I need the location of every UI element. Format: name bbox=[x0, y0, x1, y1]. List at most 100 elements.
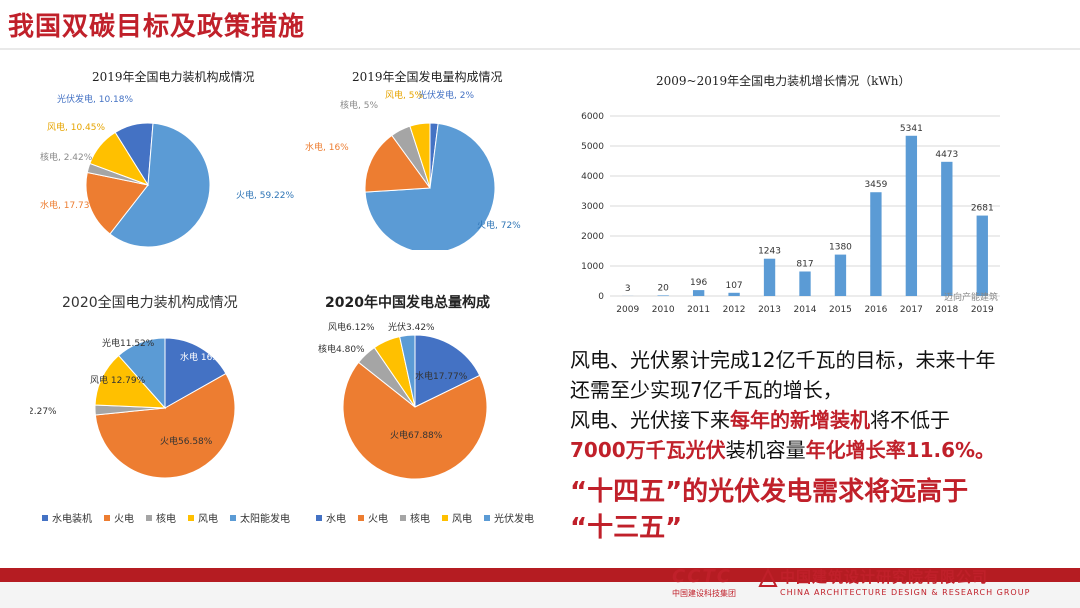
note-line-3c: 将不低于 bbox=[870, 408, 950, 432]
pie1-title: 2019年全国电力装机构成情况 bbox=[92, 70, 255, 84]
bar-chart-capacity-growth: 0 1000 2000 3000 4000 5000 6000 3 2009 20 2010 196 2… bbox=[581, 112, 1000, 315]
pie-slice-label: 光伏发电, 10.18% bbox=[57, 93, 133, 105]
pie-slice bbox=[414, 334, 481, 408]
pie-slice-label: 核电2.27% bbox=[30, 405, 57, 417]
legend-label: 核电 bbox=[156, 514, 176, 525]
x-tick-label: 2018 bbox=[935, 305, 958, 315]
legend-label: 火电 bbox=[368, 514, 388, 525]
pie-slice-label: 风电6.12% bbox=[328, 321, 375, 333]
x-tick-label: 2015 bbox=[829, 305, 852, 315]
x-tick-label: 2016 bbox=[864, 305, 887, 315]
bar bbox=[692, 290, 705, 296]
pie-slice-label: 光电11.52% bbox=[102, 337, 155, 349]
bar bbox=[976, 215, 988, 296]
pie-slice bbox=[409, 122, 431, 189]
bar-value-label: 1243 bbox=[758, 247, 781, 257]
legend-swatch bbox=[104, 514, 110, 521]
pie2-title: 2019年全国发电量构成情况 bbox=[352, 70, 503, 84]
legend-item: 火电 bbox=[358, 510, 388, 525]
bar-value-label: 3459 bbox=[864, 180, 887, 190]
bar bbox=[728, 292, 740, 296]
pie-slice bbox=[94, 372, 236, 479]
cctc-subtitle: 中国建设科技集团 bbox=[672, 589, 736, 598]
pie-slice bbox=[94, 354, 167, 409]
legend-label: 太阳能发电 bbox=[240, 514, 290, 525]
pie-slice bbox=[117, 337, 166, 410]
legend-item: 火电 bbox=[104, 510, 134, 525]
legend-swatch bbox=[316, 514, 322, 521]
legend-swatch bbox=[442, 514, 448, 521]
y-tick-label: 0 bbox=[598, 292, 604, 302]
pie-slice bbox=[399, 334, 416, 408]
pie-slice bbox=[85, 171, 149, 235]
note-line-4a: 7000万千瓦光伏 bbox=[570, 438, 726, 462]
note-line-3a: 风电、光伏接下来 bbox=[570, 408, 730, 432]
pie-slice bbox=[109, 122, 211, 248]
pie4-legend: 水电 火电 核电 风电 光伏发电 bbox=[316, 510, 534, 525]
pie-slice bbox=[342, 361, 488, 480]
legend-label: 风电 bbox=[452, 514, 472, 525]
y-tick-label: 2000 bbox=[581, 232, 604, 242]
bar-title: 2009~2019年全国电力装机增长情况（kWh） bbox=[656, 74, 911, 88]
x-tick-label: 2011 bbox=[687, 305, 710, 315]
bar-value-label: 1380 bbox=[829, 243, 852, 253]
bar bbox=[657, 295, 669, 296]
x-tick-label: 2013 bbox=[758, 305, 781, 315]
highlight-text: “十四五”的光伏发电需求将远高于 “十三五” bbox=[570, 474, 1070, 546]
y-tick-label: 6000 bbox=[581, 112, 604, 122]
pie3-legend: 水电装机 火电 核电 风电 太阳能发电 bbox=[42, 510, 290, 525]
legend-item: 水电 bbox=[316, 510, 346, 525]
bar-value-label: 107 bbox=[725, 281, 742, 291]
pie-chart-2019-capacity: 光伏发电, 10.18% 火电, 59.22% 水电, 17.73% 核电, 2.42… bbox=[40, 93, 294, 248]
pie-chart-2019-generation: 光伏发电, 2% 火电, 72% 水电, 16% 核电, 5% 风电, 5% bbox=[305, 89, 521, 250]
x-tick-label: 2017 bbox=[900, 305, 923, 315]
bar bbox=[941, 161, 953, 296]
x-tick-label: 2014 bbox=[794, 305, 817, 315]
cctc-logo-text: CCTC bbox=[672, 566, 732, 587]
pie-slice-label: 火电67.88% bbox=[390, 429, 443, 441]
bar-value-label: 3 bbox=[625, 284, 631, 294]
legend-item: 核电 bbox=[400, 510, 430, 525]
legend-swatch bbox=[230, 514, 236, 521]
pie4-title: 2020年中国发电总量构成 bbox=[325, 295, 490, 311]
legend-swatch bbox=[484, 514, 490, 521]
note-text: 风电、光伏累计完成12亿千瓦的目标，未来十年 还需至少实现7亿千瓦的增长， 风电… bbox=[570, 345, 1080, 465]
y-tick-label: 4000 bbox=[581, 172, 604, 182]
bar-value-label: 817 bbox=[796, 259, 813, 269]
bar bbox=[763, 258, 776, 296]
pie-slice-label: 水电, 17.73% bbox=[40, 199, 98, 211]
pie-chart-2020-generation: 水电17.77% 火电67.88% 核电4.80% 风电6.12% 光伏3.42% bbox=[318, 321, 488, 480]
legend-label: 水电装机 bbox=[52, 514, 92, 525]
note-line-1: 风电、光伏累计完成12亿千瓦的目标，未来十年 bbox=[570, 348, 996, 372]
legend-swatch bbox=[42, 514, 48, 521]
pie-slice bbox=[164, 337, 227, 409]
note-line-2: 还需至少实现7亿千瓦的增长， bbox=[570, 378, 843, 402]
page-title: 我国双碳目标及政策措施 bbox=[8, 12, 306, 42]
bar-value-label: 2681 bbox=[971, 204, 994, 214]
x-tick-label: 2012 bbox=[723, 305, 746, 315]
note-line-4: 7000万千瓦光伏装机容量年化增长率11.6%。 bbox=[570, 435, 1080, 465]
company-name-en: CHINA ARCHITECTURE DESIGN & RESEARCH GRO… bbox=[780, 588, 1031, 597]
pie-slice bbox=[89, 131, 150, 186]
note-line-4b: 装机容量 bbox=[725, 438, 806, 462]
bar-value-label: 5341 bbox=[900, 124, 923, 134]
pie-slice-label: 核电, 2.42% bbox=[40, 151, 93, 163]
pie-slice-label: 风电 12.79% bbox=[90, 374, 146, 386]
pie-slice-label: 火电, 59.22% bbox=[236, 189, 294, 201]
legend-item: 太阳能发电 bbox=[230, 510, 290, 525]
pie3-title: 2020全国电力装机构成情况 bbox=[62, 295, 238, 311]
legend-item: 核电 bbox=[146, 510, 176, 525]
legend-swatch bbox=[400, 514, 406, 521]
bar-value-label: 4473 bbox=[935, 150, 958, 160]
watermark-label: 迈向产能建筑 bbox=[944, 291, 998, 303]
legend-swatch bbox=[146, 514, 152, 521]
pie-slice-label: 光伏3.42% bbox=[388, 321, 435, 333]
pie-slice-label: 光伏发电, 2% bbox=[418, 89, 474, 101]
x-tick-label: 2019 bbox=[971, 305, 994, 315]
pie-chart-2020-capacity: 水电 16.82% 火电56.58% 核电2.27% 风电 12.79% 光电11.52… bbox=[30, 337, 236, 479]
pie-slice-label: 核电, 5% bbox=[340, 99, 378, 111]
pie-slice bbox=[364, 122, 496, 250]
note-line-3: 风电、光伏接下来每年的新增装机将不低于 bbox=[570, 405, 1080, 435]
footer-bar bbox=[0, 568, 1080, 582]
legend-swatch bbox=[188, 514, 194, 521]
